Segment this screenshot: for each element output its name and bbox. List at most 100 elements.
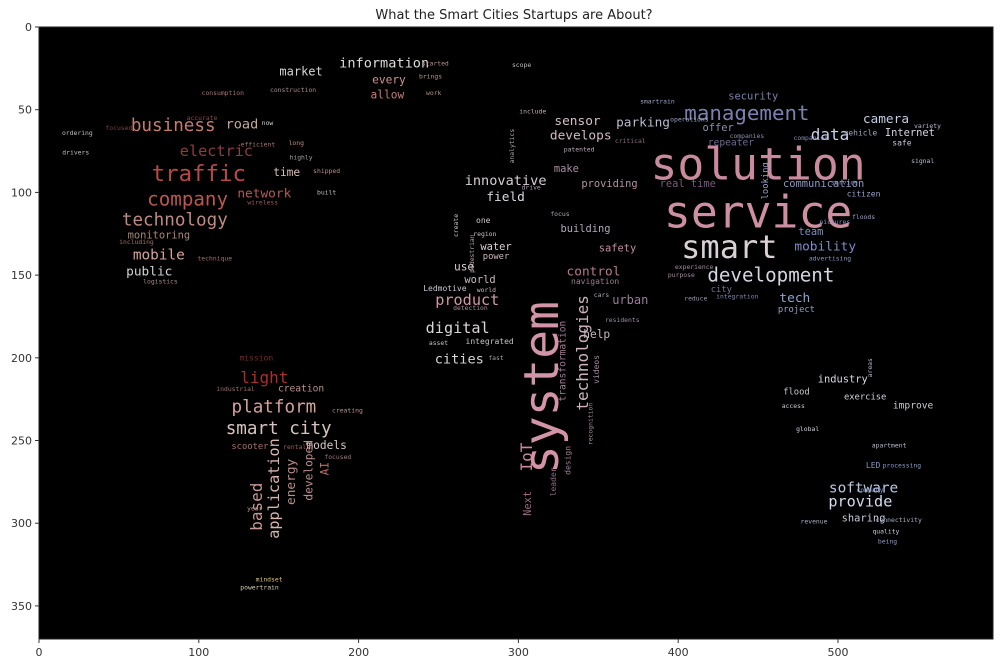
x-axis: 0 100 200 300 400 500 (36, 639, 848, 659)
word-137: pedestrian (468, 234, 476, 273)
word-10: sensor (554, 114, 601, 129)
word-cloud: solutionservicesmartmanagementdevelopmen… (62, 55, 941, 591)
y-tick-label-0: 0 (25, 21, 32, 34)
word-113: industrial (216, 385, 255, 393)
y-tick-label-5: 250 (11, 435, 32, 448)
chart-title: What the Smart Cities Startups are About… (375, 8, 652, 23)
word-16: field (486, 190, 525, 205)
word-52: every (372, 73, 406, 86)
y-tick-label-1: 50 (18, 104, 32, 117)
word-129: started (422, 59, 449, 67)
word-63: mobile (133, 247, 185, 263)
word-65: light (240, 368, 288, 387)
word-49: LED (866, 461, 881, 470)
y-axis: 0 50 100 150 200 250 300 350 (11, 21, 39, 613)
word-80: based (247, 483, 266, 531)
word-35: integrated (466, 337, 514, 346)
word-9: parking (616, 115, 670, 130)
word-78: leader (549, 467, 558, 496)
word-136: create (452, 214, 460, 237)
word-90: analytics (508, 129, 516, 164)
word-111: year (247, 504, 263, 512)
word-59: network (237, 187, 291, 202)
word-114: creating (332, 407, 363, 415)
word-61: technology (122, 211, 228, 231)
word-108: revenue (801, 518, 828, 526)
word-48: improve (893, 400, 934, 411)
word-75: transformation (558, 321, 569, 402)
word-64: public (126, 264, 172, 279)
word-62: monitoring (128, 229, 191, 241)
word-41: city (711, 285, 732, 295)
word-12: Internet (885, 127, 935, 139)
word-40: project (778, 305, 815, 315)
word-104: access (782, 402, 805, 410)
word-2: smart (681, 228, 777, 266)
word-92: critical (615, 137, 646, 145)
word-142: reduce (684, 294, 707, 302)
y-tick-label-4: 200 (11, 352, 32, 365)
word-94: experience (675, 263, 714, 271)
word-128: brings (419, 73, 442, 81)
word-5: data (811, 125, 850, 144)
word-117: technique (197, 255, 232, 263)
word-72: IoT (517, 442, 536, 471)
word-151: operations (670, 116, 709, 124)
word-74: technologies (573, 295, 592, 411)
word-130: scope (512, 61, 531, 69)
word-31: world (464, 274, 495, 286)
word-22: team (798, 226, 823, 238)
word-39: tech (779, 291, 810, 306)
word-100: cars (594, 291, 610, 299)
word-8: offer (703, 122, 734, 134)
word-126: focused (105, 124, 132, 132)
x-tick-label-2: 200 (348, 646, 369, 659)
word-95: purpose (668, 271, 695, 279)
x-tick-label-3: 300 (508, 646, 529, 659)
word-148: companies (730, 132, 765, 140)
word-53: allow (371, 88, 405, 101)
word-79: design (563, 446, 572, 475)
word-139: drive (522, 183, 541, 191)
word-70: scooter (231, 442, 268, 452)
word-47: exercise (844, 393, 886, 403)
word-138: focus (550, 210, 569, 218)
word-85: looking (761, 162, 771, 199)
word-119: wireless (247, 198, 278, 206)
word-110: powertrain (240, 584, 279, 592)
word-125: accurate (187, 114, 218, 122)
word-83: developed (303, 440, 316, 501)
word-99: recognition (586, 403, 594, 445)
word-29: power (483, 252, 509, 262)
y-tick-label-7: 350 (11, 600, 32, 613)
word-37: urban (612, 293, 648, 307)
word-21: citizen (847, 190, 881, 199)
word-44: sharing (842, 512, 886, 524)
plot-area: solutionservicesmartmanagementdevelopmen… (38, 26, 994, 640)
word-20: communication (783, 178, 864, 190)
word-71: mission (239, 353, 273, 362)
word-27: navigation (571, 277, 619, 286)
word-127: work (426, 89, 442, 97)
word-124: efficient (241, 140, 276, 148)
word-57: traffic (152, 161, 246, 187)
word-93: repeater (708, 137, 754, 148)
word-19: make (554, 163, 579, 175)
word-109: mindset (256, 575, 283, 583)
word-146: pictures (819, 218, 850, 226)
word-115: focused (324, 453, 351, 461)
word-135: one (476, 216, 491, 225)
word-68: smart city (226, 419, 332, 439)
word-112: rental (283, 443, 306, 451)
word-120: built (317, 188, 336, 196)
word-150: variety (914, 122, 941, 130)
word-143: integration (716, 293, 758, 301)
plot-background (39, 27, 993, 639)
word-1: service (664, 186, 852, 238)
word-134: fast (488, 354, 504, 362)
word-56: electric (180, 142, 253, 160)
y-tick-label-6: 300 (11, 517, 32, 530)
word-76: videos (592, 355, 601, 384)
word-58: time (273, 166, 300, 179)
word-50: information (339, 55, 429, 71)
